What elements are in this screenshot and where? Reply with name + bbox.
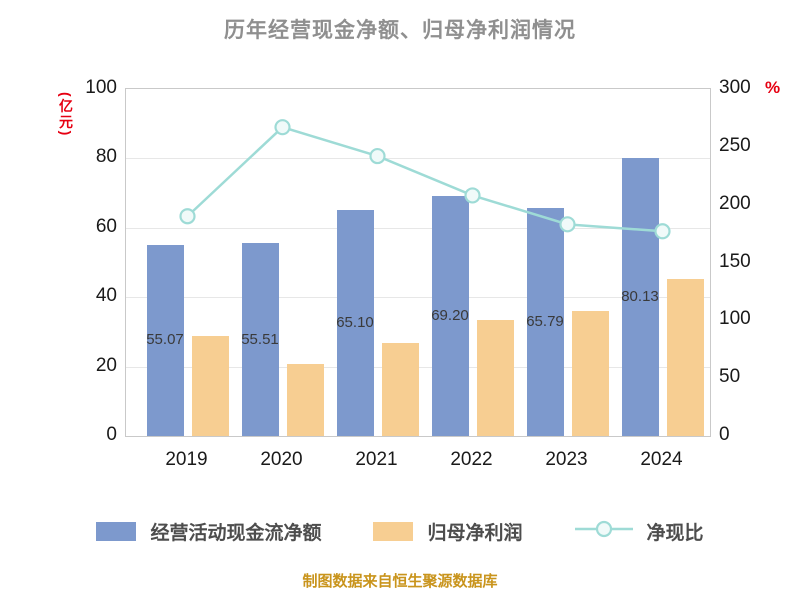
right-axis-tick-label: 250 [719,134,751,156]
bar-operating-cash-flow [621,157,659,436]
x-axis-tick-label: 2022 [450,449,493,470]
right-axis-tick-label: 150 [719,250,751,272]
chart-title: 历年经营现金净额、归母净利润情况 [224,19,576,42]
bar-net-profit [286,363,324,436]
bar-net-profit [191,335,229,436]
line-marker [179,208,196,225]
legend-item-ratio: 净现比 [574,518,704,545]
bar-net-profit [666,278,704,436]
left-axis-tick-label: 80 [95,146,117,168]
gridline [126,297,710,299]
x-axis-tick-label: 2023 [545,449,588,470]
bar-net-profit [476,320,514,436]
right-axis-unit-label: % [765,78,781,97]
net-cash-ratio-line [179,119,671,240]
left-axis-tick-label: 20 [95,354,117,376]
bar-operating-cash-flow [146,244,184,436]
right-axis-tick-label: 100 [719,308,751,330]
x-axis-tick-label: 2021 [355,449,398,470]
right-axis-tick-label: 50 [719,366,741,388]
legend-item-bar: 归母净利润 [373,518,523,545]
bar-operating-cash-flow [526,207,564,436]
plot-area: 55.07 55.51 65.10 69.20 65.79 80.13 [125,88,711,437]
bar-value-label: 65.79 [526,312,564,330]
bar-net-profit [381,342,419,436]
left-axis-unit-label: (亿元) [58,92,74,138]
line-marker [464,187,481,204]
legend-swatch [373,522,414,541]
bar-operating-cash-flow [431,195,469,436]
legend-label: 经营活动现金流净额 [150,523,322,544]
line-marker [654,223,671,240]
left-axis-tick-label: 40 [95,285,117,307]
left-axis-tick-label: 0 [106,424,117,445]
bar-operating-cash-flow [241,243,279,436]
line-marker [274,119,291,136]
line-marker [369,147,386,165]
bar-value-label: 69.20 [431,306,469,324]
bar-value-label: 65.10 [336,314,374,332]
bar-operating-cash-flow [336,210,374,436]
line-marker [559,216,576,233]
legend-swatch [96,522,137,541]
legend: 经营活动现金流净额 归母净利润 净现比 [0,518,800,545]
left-axis-tick-label: 60 [95,215,117,237]
x-axis-tick-label: 2024 [640,449,683,470]
gridline [126,158,710,160]
x-axis-tick-label: 2020 [260,449,303,470]
bar-value-label: 55.51 [241,330,279,348]
x-axis-tick-label: 2019 [165,449,208,470]
legend-label: 净现比 [646,523,704,544]
bar-value-label: 55.07 [146,331,184,349]
left-axis-tick-label: 100 [85,77,117,98]
legend-item-bar: 经营活动现金流净额 [96,518,321,545]
right-axis-tick-label: 0 [719,424,730,445]
legend-line-symbol [574,519,633,544]
data-source-note: 制图数据来自恒生聚源数据库 [302,573,498,590]
gridline [126,227,710,229]
bar-value-label: 80.13 [621,287,659,305]
bar-net-profit [571,311,609,436]
legend-label: 归母净利润 [427,523,523,544]
right-axis-tick-label: 300 [719,77,751,98]
right-axis-tick-label: 200 [719,192,751,214]
